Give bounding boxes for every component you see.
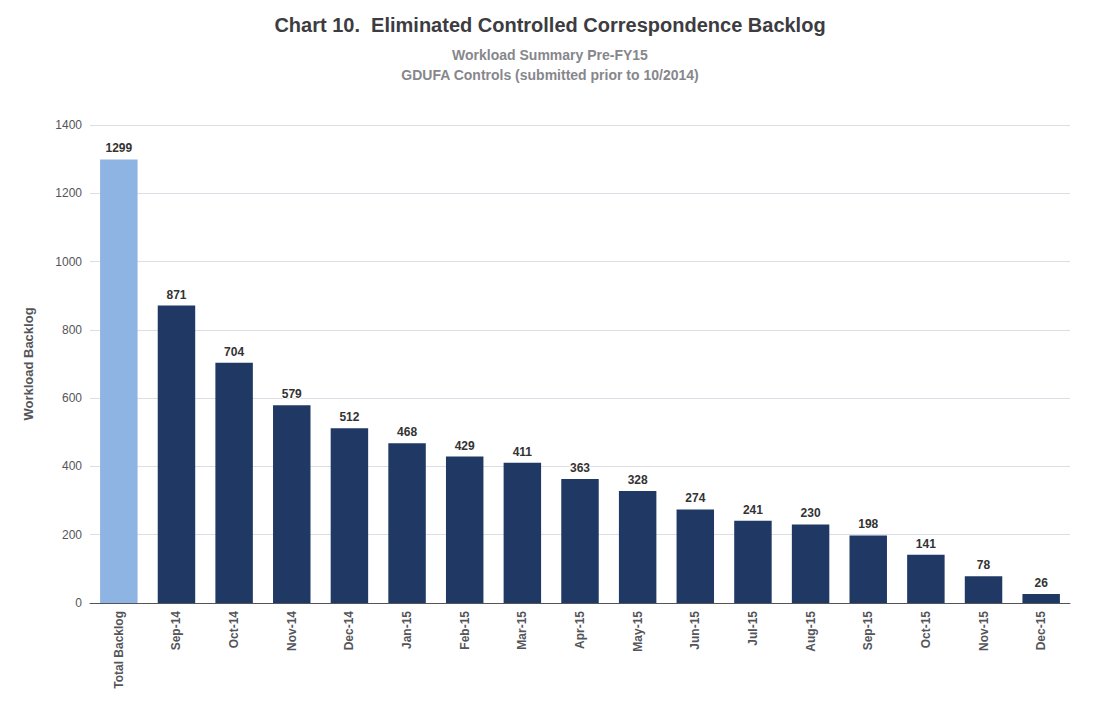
svg-text:Sep-15: Sep-15: [861, 611, 875, 651]
svg-text:Jul-15: Jul-15: [746, 611, 760, 646]
svg-text:Workload Summary Pre-FY15: Workload Summary Pre-FY15: [452, 47, 648, 63]
svg-text:Nov-15: Nov-15: [977, 611, 991, 651]
svg-text:26: 26: [1034, 576, 1048, 590]
svg-text:468: 468: [397, 425, 417, 439]
svg-text:1400: 1400: [55, 118, 82, 132]
svg-text:Total Backlog: Total Backlog: [112, 611, 126, 689]
svg-text:241: 241: [743, 503, 763, 517]
svg-text:Oct-14: Oct-14: [227, 611, 241, 649]
svg-text:429: 429: [455, 439, 475, 453]
svg-text:May-15: May-15: [631, 611, 645, 652]
svg-text:Oct-15: Oct-15: [919, 611, 933, 649]
svg-text:1299: 1299: [105, 141, 132, 155]
svg-text:Mar-15: Mar-15: [515, 611, 529, 650]
svg-text:Workload Backlog: Workload Backlog: [21, 307, 36, 420]
svg-text:Sep-14: Sep-14: [169, 611, 183, 651]
svg-text:871: 871: [166, 288, 186, 302]
svg-text:Dec-14: Dec-14: [342, 611, 356, 651]
svg-text:274: 274: [685, 491, 705, 505]
svg-text:Feb-15: Feb-15: [458, 611, 472, 650]
svg-text:200: 200: [62, 528, 82, 542]
svg-text:198: 198: [858, 517, 878, 531]
svg-text:328: 328: [628, 473, 648, 487]
svg-text:78: 78: [977, 558, 991, 572]
svg-text:GDUFA Controls (submitted prio: GDUFA Controls (submitted prior to 10/20…: [401, 67, 698, 83]
svg-text:363: 363: [570, 461, 590, 475]
svg-text:Nov-14: Nov-14: [285, 611, 299, 651]
svg-text:Apr-15: Apr-15: [573, 611, 587, 649]
svg-text:Jan-15: Jan-15: [400, 611, 414, 649]
svg-text:579: 579: [282, 387, 302, 401]
svg-text:1200: 1200: [55, 186, 82, 200]
svg-text:Dec-15: Dec-15: [1034, 611, 1048, 651]
svg-text:Aug-15: Aug-15: [804, 611, 818, 652]
svg-text:Jun-15: Jun-15: [688, 611, 702, 650]
svg-text:411: 411: [513, 445, 533, 459]
svg-text:Chart 10. Eliminated Controll: Chart 10. Eliminated Controlled Correspo…: [274, 14, 825, 36]
svg-text:1000: 1000: [55, 255, 82, 269]
svg-text:141: 141: [916, 537, 936, 551]
svg-text:800: 800: [62, 323, 82, 337]
svg-text:0: 0: [75, 596, 82, 610]
svg-text:600: 600: [62, 391, 82, 405]
svg-text:400: 400: [62, 459, 82, 473]
svg-text:704: 704: [224, 345, 244, 359]
svg-text:512: 512: [339, 410, 359, 424]
svg-text:230: 230: [801, 506, 821, 520]
